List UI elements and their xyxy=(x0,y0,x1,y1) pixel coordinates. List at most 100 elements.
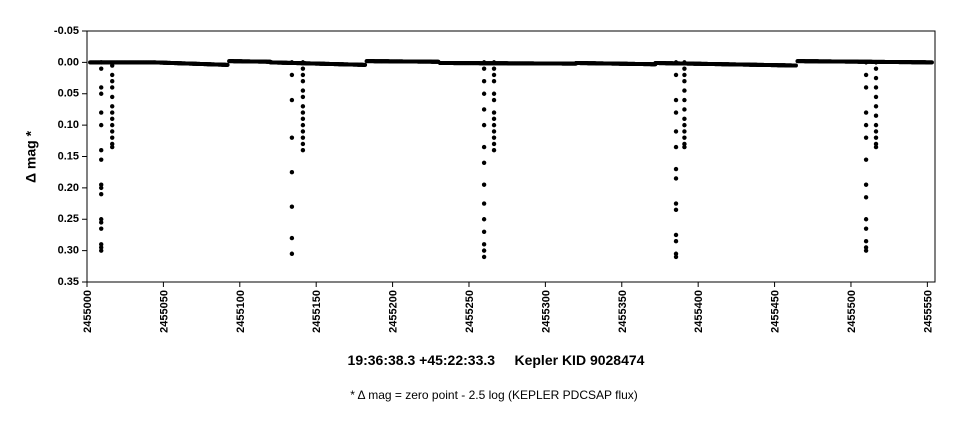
eclipse-point xyxy=(673,60,679,65)
eclipse-point xyxy=(682,60,687,65)
x-tick-label: 2455500 xyxy=(846,290,858,333)
eclipse-point xyxy=(863,135,869,140)
baseline-point xyxy=(793,63,798,68)
eclipse-point xyxy=(682,79,687,84)
eclipse-point xyxy=(300,110,306,115)
eclipse-point xyxy=(481,201,487,206)
eclipse-point xyxy=(863,248,869,253)
eclipse-point xyxy=(863,226,869,231)
eclipse-point xyxy=(110,94,115,100)
eclipse-point xyxy=(481,242,487,247)
eclipse-point xyxy=(481,91,487,96)
x-tick-label: 2455550 xyxy=(922,290,934,333)
eclipse-point xyxy=(673,72,679,78)
eclipse-point xyxy=(491,129,497,134)
eclipse-point xyxy=(300,79,306,84)
eclipse-point xyxy=(873,85,879,90)
eclipse-point xyxy=(300,122,306,128)
eclipse-point xyxy=(481,60,487,65)
y-axis-title: Δ mag * xyxy=(23,130,39,183)
baseline-point xyxy=(363,62,368,67)
eclipse-point xyxy=(300,88,306,93)
eclipse-point xyxy=(863,60,869,65)
x-tick-label: 2455100 xyxy=(235,290,247,333)
y-tick-label: 0.35 xyxy=(58,276,79,288)
x-tick-label: 2455400 xyxy=(693,290,705,333)
eclipse-point xyxy=(491,60,497,65)
eclipse-point xyxy=(682,88,687,93)
eclipse-point xyxy=(673,144,679,150)
eclipse-point xyxy=(300,66,306,71)
eclipse-point xyxy=(491,110,497,115)
eclipse-point xyxy=(673,129,679,134)
eclipse-point xyxy=(99,122,104,128)
eclipse-point xyxy=(99,191,104,197)
eclipse-point xyxy=(682,72,687,78)
eclipse-point xyxy=(481,66,487,71)
eclipse-point xyxy=(491,135,497,140)
eclipse-point xyxy=(673,239,679,244)
eclipse-point xyxy=(863,182,869,187)
eclipse-point xyxy=(110,129,115,134)
eclipse-point xyxy=(673,232,679,238)
eclipse-point xyxy=(491,72,497,78)
eclipse-point xyxy=(682,97,687,103)
eclipse-point xyxy=(863,110,869,115)
eclipse-point xyxy=(289,251,295,256)
eclipse-point xyxy=(110,116,115,122)
eclipse-point xyxy=(673,97,679,103)
x-axis-title: 19:36:38.3 +45:22:33.3 Kepler KID 902847… xyxy=(348,352,645,368)
eclipse-point xyxy=(110,79,115,84)
eclipse-point xyxy=(110,63,115,68)
eclipse-point xyxy=(863,157,869,162)
x-tick-label: 2455300 xyxy=(540,290,552,333)
eclipse-point xyxy=(110,85,115,90)
eclipse-point xyxy=(682,141,687,147)
eclipse-point xyxy=(481,182,487,187)
eclipse-point xyxy=(110,144,115,150)
eclipse-point xyxy=(481,107,487,112)
eclipse-point xyxy=(873,122,879,128)
eclipse-point xyxy=(873,141,879,147)
eclipse-point xyxy=(873,129,879,134)
eclipse-point xyxy=(99,91,104,96)
eclipse-point xyxy=(673,254,679,260)
eclipse-point xyxy=(491,141,497,147)
y-axis: -0.05 0.00 0.05 0.10 0.15 0.20 0.25 0.30 0.35 xyxy=(54,25,87,288)
eclipse-point xyxy=(99,110,104,115)
eclipse-point xyxy=(491,91,497,96)
x-tick-label: 2455050 xyxy=(158,290,170,333)
x-tick-label: 2455150 xyxy=(311,290,323,333)
eclipse-point xyxy=(682,144,687,150)
eclipse-point xyxy=(300,94,306,100)
eclipse-point xyxy=(682,122,687,128)
eclipse-point xyxy=(99,60,104,65)
eclipse-point xyxy=(481,79,487,84)
eclipse-point xyxy=(682,135,687,140)
baseline-point xyxy=(225,62,230,67)
x-tick-label: 2455250 xyxy=(464,290,476,333)
eclipse-point xyxy=(491,66,497,71)
eclipse-point xyxy=(873,66,879,71)
eclipse-point xyxy=(863,195,869,200)
eclipse-point xyxy=(110,135,115,140)
eclipse-point xyxy=(481,160,487,165)
eclipse-point xyxy=(300,141,306,147)
eclipse-point xyxy=(300,129,306,134)
x-tick-label: 2455200 xyxy=(388,290,400,333)
x-tick-label: 2455000 xyxy=(82,290,94,333)
baseline-point xyxy=(929,60,934,65)
eclipse-point xyxy=(99,245,104,250)
eclipse-point xyxy=(99,157,104,162)
eclipse-point xyxy=(289,72,295,78)
eclipse-point xyxy=(99,220,104,225)
eclipse-point xyxy=(110,122,115,128)
y-tick-label: 0.00 xyxy=(58,56,79,68)
eclipse-point xyxy=(289,204,295,209)
eclipse-point xyxy=(99,182,104,187)
eclipse-point xyxy=(873,94,879,100)
x-axis: 2455000 2455050 2455100 2455150 2455200 24552… xyxy=(82,282,934,333)
eclipse-point xyxy=(289,60,295,65)
data-points xyxy=(88,59,934,260)
eclipse-point xyxy=(99,217,104,222)
